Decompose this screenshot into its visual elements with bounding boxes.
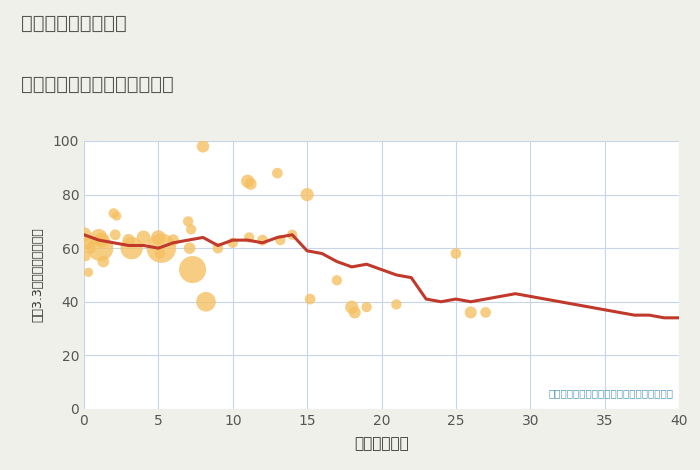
- Point: [183, 218, 194, 225]
- Point: [184, 244, 195, 252]
- Y-axis label: 平（3.3㎡）単価（万円）: 平（3.3㎡）単価（万円）: [32, 227, 44, 322]
- Point: [480, 309, 491, 316]
- Point: [242, 177, 253, 185]
- Point: [391, 301, 402, 308]
- Point: [96, 236, 108, 244]
- Point: [304, 295, 316, 303]
- Point: [187, 266, 198, 274]
- Point: [154, 250, 165, 257]
- Point: [78, 231, 90, 239]
- Point: [274, 236, 286, 244]
- Point: [197, 142, 209, 150]
- Text: 三重県松阪市八太町: 三重県松阪市八太町: [21, 14, 127, 33]
- Point: [302, 191, 313, 198]
- Point: [465, 309, 476, 316]
- Point: [450, 250, 461, 257]
- Point: [123, 236, 134, 244]
- Point: [138, 234, 149, 241]
- Point: [156, 244, 167, 252]
- Point: [186, 226, 197, 233]
- Point: [153, 234, 164, 241]
- Point: [98, 258, 109, 265]
- Point: [83, 268, 94, 276]
- Point: [227, 239, 238, 247]
- Point: [80, 252, 91, 260]
- X-axis label: 築年数（年）: 築年数（年）: [354, 436, 409, 451]
- Point: [272, 169, 283, 177]
- Point: [108, 210, 119, 217]
- Point: [346, 303, 357, 311]
- Point: [94, 244, 106, 252]
- Point: [126, 244, 137, 252]
- Point: [257, 236, 268, 244]
- Point: [287, 231, 298, 239]
- Point: [200, 298, 211, 306]
- Point: [245, 180, 256, 188]
- Point: [111, 212, 122, 220]
- Text: 築年数別中古マンション価格: 築年数別中古マンション価格: [21, 75, 174, 94]
- Point: [93, 234, 104, 241]
- Point: [331, 276, 342, 284]
- Point: [168, 236, 179, 244]
- Point: [349, 309, 360, 316]
- Point: [361, 303, 372, 311]
- Point: [84, 244, 95, 252]
- Text: 円の大きさは、取引のあった物件面積を示す: 円の大きさは、取引のあった物件面積を示す: [548, 388, 673, 398]
- Point: [110, 231, 121, 239]
- Point: [212, 244, 223, 252]
- Point: [81, 239, 92, 247]
- Point: [244, 234, 255, 241]
